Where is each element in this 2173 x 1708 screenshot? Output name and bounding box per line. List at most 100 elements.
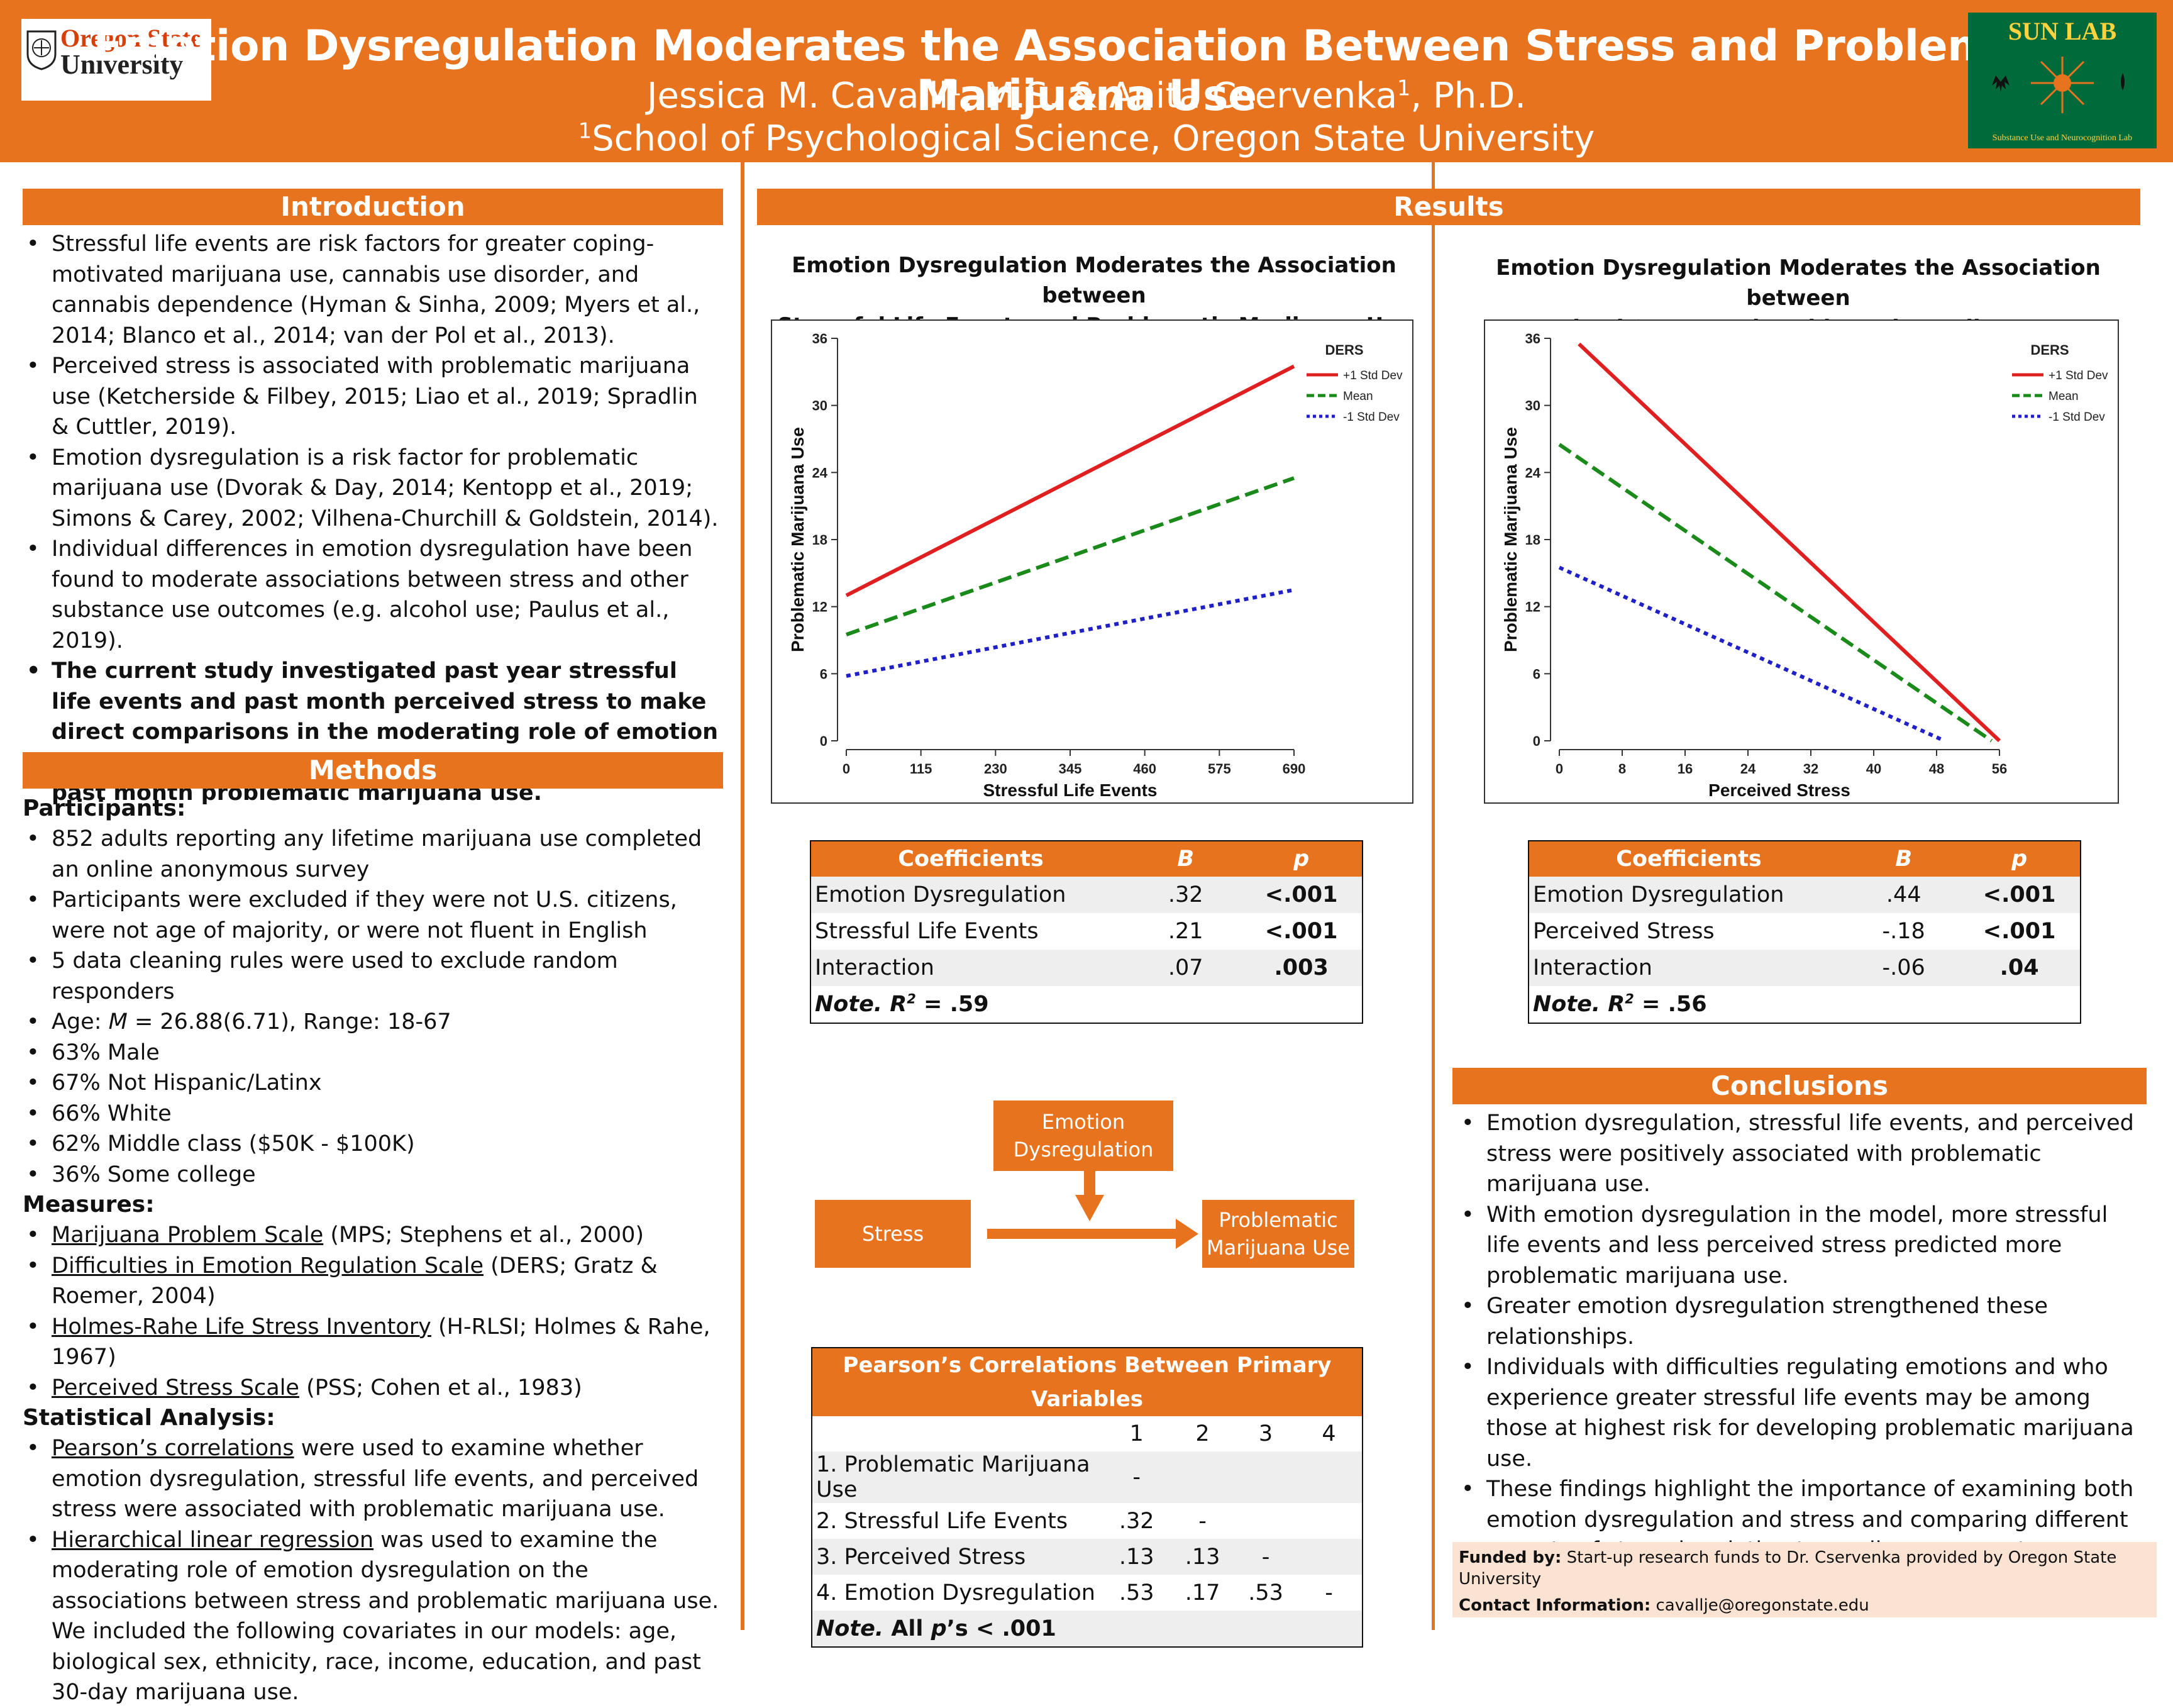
x-tick-label: 0 — [843, 761, 850, 777]
funding-box — [1452, 1542, 2157, 1617]
corr-cell: .53 — [1119, 1580, 1154, 1605]
series-line — [846, 476, 1295, 636]
note-value: = .59 — [915, 992, 989, 1017]
author-1-name: Jessica M. Cavalli — [647, 75, 949, 116]
stats-bullet: Pearson’s correlations were used to exam… — [23, 1433, 722, 1525]
stats-method-text: were used to examine whether emotion dys… — [52, 1436, 699, 1522]
chart-perceived-stress: 0 6 12 18 24 30 36 0 8 16 24 32 40 48 56 Perceived Stre… — [1484, 319, 2119, 804]
legend-label: -1 Std Dev — [1343, 411, 1400, 424]
corr-row-label: 1. Problematic Marijuana Use — [816, 1452, 1090, 1502]
note-prefix: Note. R — [1533, 992, 1625, 1017]
stats-method-name: Pearson’s correlations — [52, 1436, 294, 1461]
author-2-degree: , Ph.D. — [1410, 75, 1526, 116]
table-row: Stressful Life Events .21 <.001 — [811, 913, 1362, 950]
table-row: 3. Perceived Stress .13 .13 - — [812, 1539, 1362, 1575]
table-row: 1. Problematic Marijuana Use - — [812, 1451, 1362, 1503]
x-axis-label: Perceived Stress — [1708, 780, 1850, 800]
series-line — [845, 364, 1295, 597]
coef-name: Emotion Dysregulation — [1529, 877, 1849, 913]
series-line — [1558, 443, 1993, 743]
corr-cell: - — [1198, 1508, 1207, 1534]
corr-row-label: 4. Emotion Dysregulation — [816, 1580, 1095, 1605]
corr-col-header: 3 — [1258, 1421, 1273, 1446]
demographic-bullet: 36% Some college — [23, 1160, 722, 1190]
table-note: Note. R2 = .59 — [811, 986, 1362, 1023]
note-sup: 2 — [907, 991, 916, 1007]
table-row: 4. Emotion Dysregulation .53 .17 .53 - — [812, 1575, 1362, 1611]
coef-b: -.18 — [1882, 919, 1925, 944]
participants-bullet: 5 data cleaning rules were used to exclu… — [23, 946, 722, 1007]
x-tick-label: 48 — [1929, 761, 1944, 777]
corr-row-label: 3. Perceived Stress — [816, 1544, 1026, 1570]
intro-bullet: Stressful life events are risk factors f… — [23, 229, 721, 351]
legend-title: DERS — [1325, 342, 1363, 358]
participants-bullet: 852 adults reporting any lifetime mariju… — [23, 824, 722, 885]
legend-label: +1 Std Dev — [1343, 369, 1403, 382]
diagram-arrows — [987, 1171, 1198, 1249]
chart2-title-line1: Emotion Dysregulation Moderates the Asso… — [1496, 255, 2101, 311]
conclusion-bullet: Individuals with difficulties regulating… — [1457, 1352, 2140, 1474]
table-row: Emotion Dysregulation .32 <.001 — [811, 877, 1362, 913]
diagram-moderator-box: Emotion Dysregulation — [993, 1101, 1173, 1171]
corr-col-header: 1 — [1129, 1421, 1144, 1446]
intro-bullet: Individual differences in emotion dysreg… — [23, 534, 721, 656]
y-tick-label: 30 — [812, 398, 827, 414]
corr-col-header: 2 — [1195, 1421, 1210, 1446]
x-tick-label: 24 — [1740, 761, 1756, 777]
conclusion-bullet: Emotion dysregulation, stressful life ev… — [1457, 1108, 2140, 1200]
corr-cell: - — [1261, 1544, 1270, 1570]
stats-method-text: was used to examine the moderating role … — [52, 1527, 719, 1705]
table-row: Emotion Dysregulation .44 <.001 — [1529, 877, 2080, 913]
col-b: B — [1131, 841, 1241, 877]
contact-label: Contact Information: — [1459, 1596, 1651, 1615]
y-tick-label: 18 — [1525, 532, 1540, 548]
arrow-right-icon — [987, 1219, 1198, 1249]
predictor-label: Stress — [861, 1222, 924, 1246]
demographic-bullet: 66% White — [23, 1099, 722, 1129]
legend-label: +1 Std Dev — [2049, 369, 2108, 382]
intro-bullet: Perceived stress is associated with prob… — [23, 351, 721, 443]
measure-name: Difficulties in Emotion Regulation Scale — [52, 1253, 484, 1278]
series-line — [1578, 342, 2001, 743]
coef-b: .07 — [1131, 950, 1241, 986]
x-tick-label: 56 — [1992, 761, 2007, 777]
corr-note-p: p — [931, 1616, 947, 1641]
age-rest: = 26.88(6.71), Range: 18-67 — [127, 1009, 451, 1034]
introduction-section: Stressful life events are risk factors f… — [23, 229, 721, 809]
table-note: Note. R2 = .56 — [1529, 986, 2080, 1023]
coef-p: .003 — [1241, 950, 1362, 986]
demographic-bullet: 62% Middle class ($50K - $100K) — [23, 1129, 722, 1160]
corr-cell: .32 — [1119, 1508, 1154, 1534]
x-tick-label: 230 — [984, 761, 1007, 777]
conclusions-section: Emotion dysregulation, stressful life ev… — [1457, 1108, 2140, 1566]
corr-row-label: 2. Stressful Life Events — [816, 1508, 1068, 1534]
corr-note-prefix: Note. — [816, 1616, 884, 1641]
measure-citation: (MPS; Stephens et al., 2000) — [323, 1223, 644, 1248]
corr-cell — [1296, 1503, 1362, 1539]
table-header-row: Coefficients B p — [811, 841, 1362, 877]
affiliation-sup: 1 — [578, 118, 592, 143]
moderator-line1: Emotion — [1041, 1110, 1125, 1134]
coef-p: .04 — [1959, 950, 2080, 986]
diagram-outcome-box: Problematic Marijuana Use — [1202, 1200, 1354, 1268]
measure-citation: (PSS; Cohen et al., 1983) — [299, 1375, 582, 1400]
legend-label: -1 Std Dev — [2049, 411, 2105, 424]
chart1-title-line1: Emotion Dysregulation Moderates the Asso… — [792, 253, 1396, 308]
correlation-note-row: Note. All p’s < .001 — [812, 1611, 1362, 1646]
table-header-row: Coefficients B p — [1529, 841, 2080, 877]
poster-header — [0, 0, 2173, 162]
x-tick-label: 460 — [1133, 761, 1156, 777]
corr-cell: - — [1132, 1465, 1141, 1490]
chart-frame — [771, 319, 1413, 804]
coef-p: <.001 — [1241, 877, 1362, 913]
y-tick-label: 36 — [812, 331, 827, 347]
correlations-title: Pearson’s Correlations Between Primary V… — [812, 1348, 1362, 1416]
contact-email[interactable]: cavallje@oregonstate.edu — [1650, 1596, 1869, 1615]
x-tick-label: 0 — [1556, 761, 1563, 777]
col-coefficients: Coefficients — [1529, 841, 1849, 877]
introduction-heading: Introduction — [23, 189, 723, 225]
coef-p: <.001 — [1264, 919, 1338, 944]
corr-cell: .53 — [1248, 1580, 1283, 1605]
coef-name: Stressful Life Events — [815, 919, 1039, 944]
measure-name: Marijuana Problem Scale — [52, 1223, 324, 1248]
